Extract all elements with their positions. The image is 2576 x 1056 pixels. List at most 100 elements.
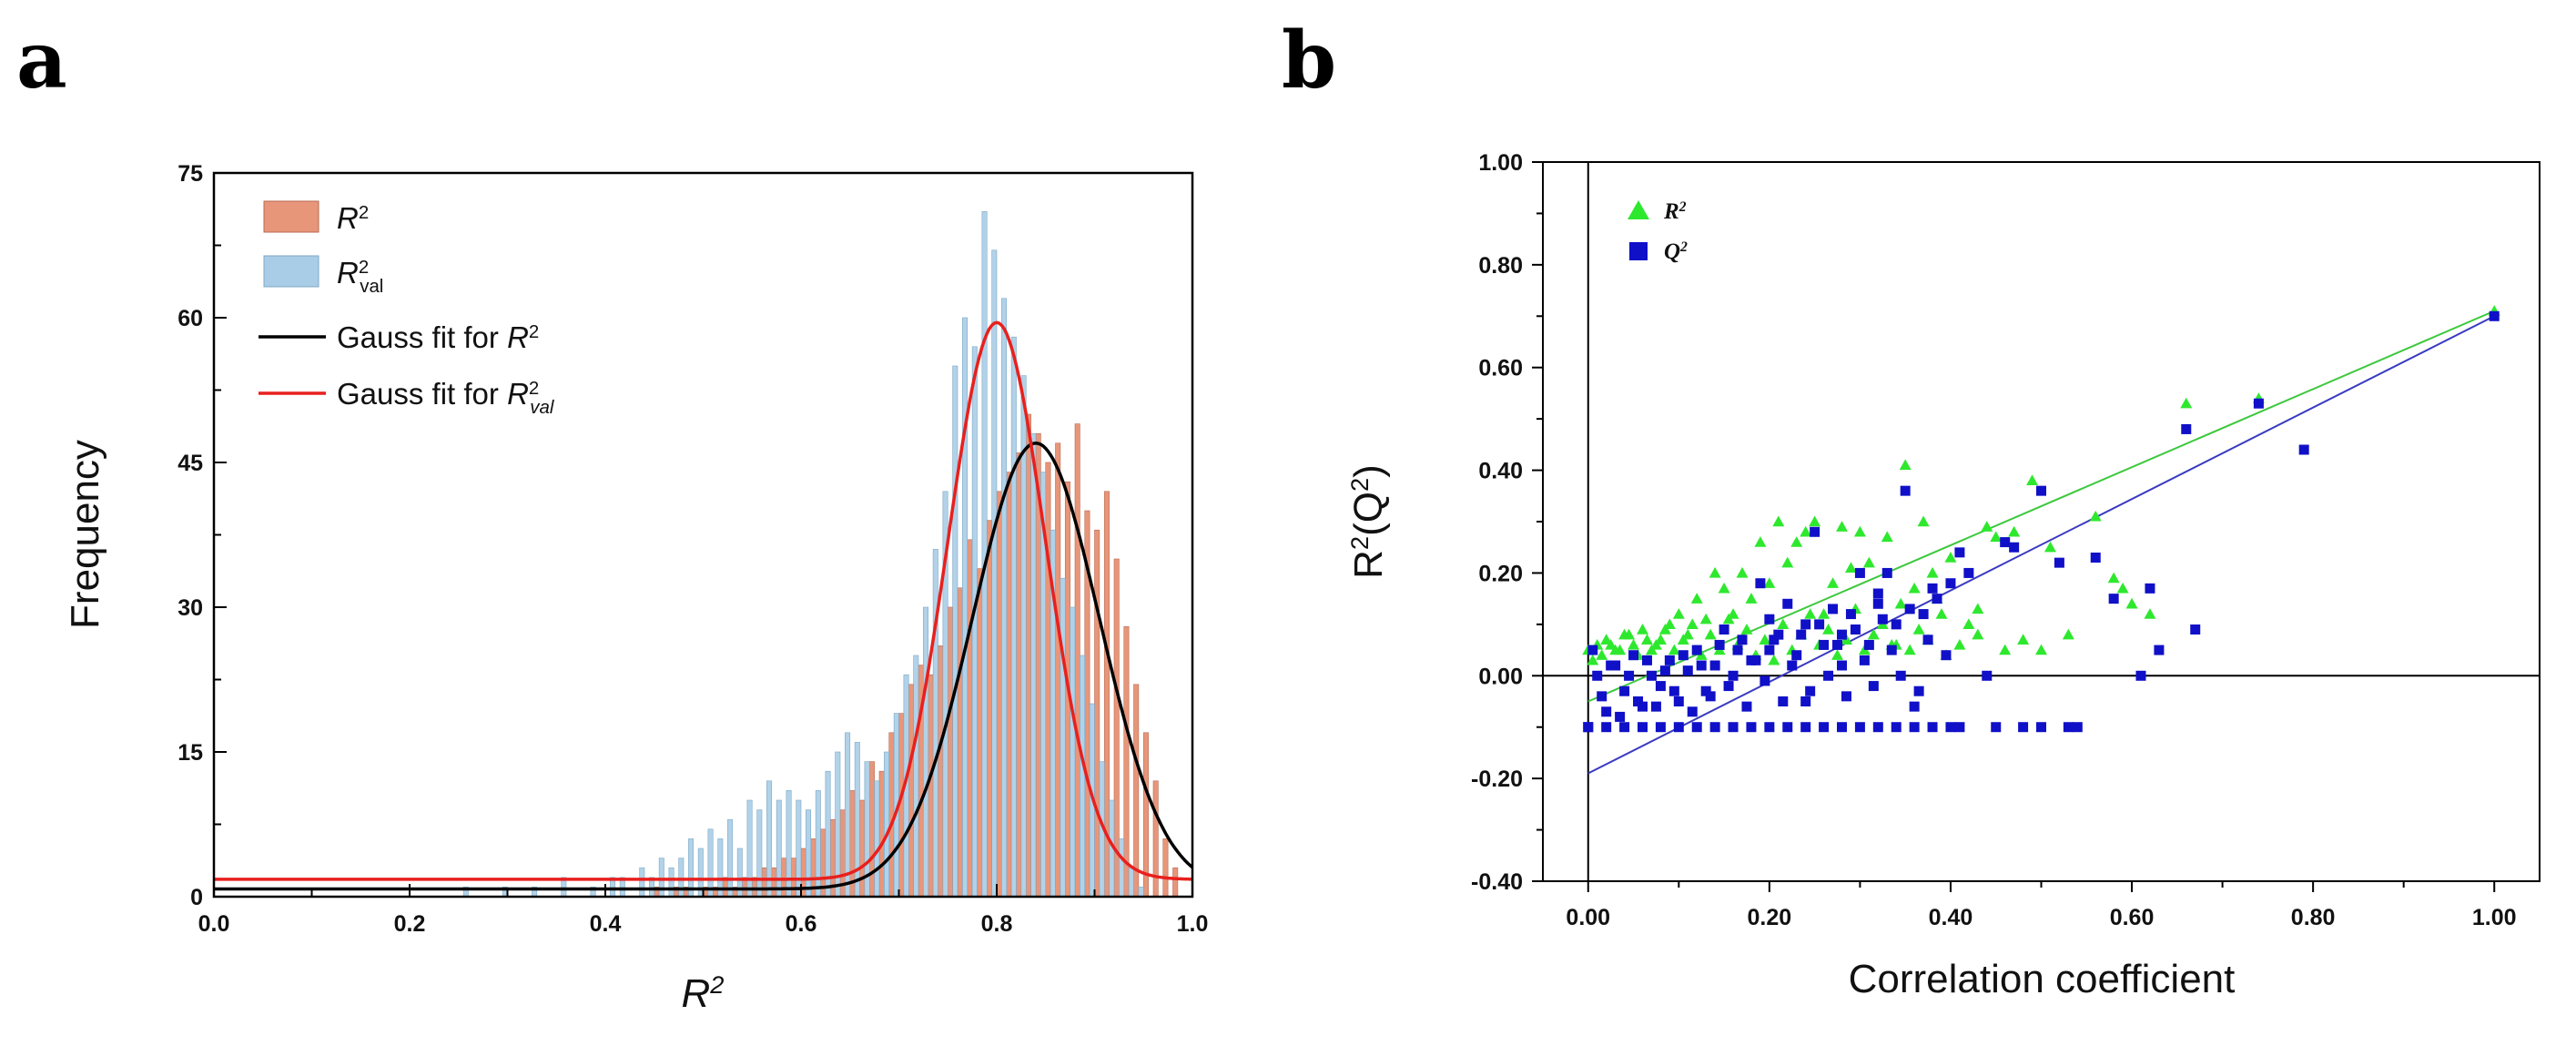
r2-bar (859, 799, 866, 898)
q2-point (2145, 583, 2155, 594)
r2-bar (947, 606, 953, 898)
q2-point (1800, 696, 1811, 706)
r2val-bar (746, 799, 753, 898)
q2-point (1606, 660, 1617, 671)
q2-point (2063, 722, 2074, 733)
r2-point (1672, 608, 1685, 619)
r2-bar (1123, 625, 1130, 898)
r2-point (1981, 521, 1993, 532)
r2-bar (781, 858, 787, 898)
r2-point (1831, 649, 1844, 660)
r2-point (1990, 531, 2003, 543)
r2-point (1637, 624, 1648, 635)
r2-bar (1016, 452, 1022, 898)
q2-point (1800, 722, 1811, 733)
r2val-bar (1001, 298, 1008, 898)
q2-point (1691, 645, 1702, 655)
r2val-bar (874, 780, 880, 898)
q2-point (1755, 578, 1766, 589)
r2-point (1844, 562, 1857, 573)
r2-point (1827, 577, 1840, 588)
q2-point (1850, 624, 1861, 635)
r2val-bar (923, 606, 929, 898)
q2-point (2000, 537, 2011, 548)
r2-bar (771, 867, 777, 898)
q2-point (1741, 701, 1752, 712)
q2-point (1714, 639, 1725, 650)
q2-point (1954, 722, 1965, 733)
r2-bar (1094, 529, 1100, 898)
q2-point (1728, 670, 1739, 681)
r2-bar (1113, 558, 1120, 898)
q2-point (1664, 655, 1675, 665)
r2-point (1908, 582, 1921, 594)
r2-point (1853, 525, 1866, 537)
q2-point (1837, 629, 1847, 640)
q2-point (1687, 706, 1698, 717)
q2-point (1628, 650, 1639, 661)
q2-points (1583, 310, 2500, 733)
r2-point (1972, 628, 1984, 640)
q2-point (1655, 681, 1666, 692)
r2val-bar (1138, 887, 1144, 898)
r2-point (1709, 566, 1721, 578)
q2-point (1696, 660, 1707, 671)
q2-point (1732, 645, 1743, 655)
q2-point (1782, 598, 1793, 609)
r2-point (1781, 556, 1794, 568)
r2-point (1862, 556, 1875, 568)
r2-point (2180, 397, 2193, 409)
r2-point (1881, 531, 1893, 543)
legend-label: Gauss fit for R2 val (337, 377, 554, 418)
r2-bar (1172, 867, 1179, 898)
y-tick-label: -0.40 (1471, 869, 1523, 895)
r2-point (1658, 624, 1671, 635)
q2-point (1877, 614, 1888, 624)
q2-point (1705, 691, 1716, 702)
r2-point (1777, 618, 1790, 630)
r2-bar (977, 568, 983, 898)
q2-point (2298, 444, 2309, 455)
r2-bar (986, 520, 992, 898)
q2-point (1800, 619, 1811, 630)
y-tick-label: 0.60 (1478, 356, 1523, 381)
x-tick-label: 0.80 (2291, 905, 2336, 930)
q2-point (1954, 547, 1965, 558)
r2-bar (1045, 462, 1051, 898)
r2-point (1822, 624, 1835, 635)
q2-point (2036, 485, 2046, 496)
histogram-x-label: R2 (682, 970, 725, 1017)
r2-point (1962, 618, 1975, 630)
r2val-bar (658, 858, 664, 898)
r2-bar (1006, 472, 1012, 898)
q2-point (1691, 722, 1702, 733)
scatter-fit-lines (1587, 310, 2495, 775)
r2-point (1867, 628, 1880, 640)
r2-point (1605, 638, 1618, 650)
q2-point (1837, 722, 1847, 733)
y-tick-label: 75 (177, 161, 203, 187)
x-tick-label: 0.20 (1748, 905, 1792, 930)
legend-q2-marker (1629, 242, 1648, 260)
r2-point (1640, 634, 1653, 645)
r2val-bar (806, 809, 812, 898)
q2-point (2072, 722, 2083, 733)
r2-point (2035, 644, 2047, 655)
q2-point (1814, 619, 1825, 630)
histogram-chart: 0.0 0.2 0.4 0.6 0.8 1.0 0 15 30 45 60 75 R2 R2 val Ga… (63, 161, 1208, 1016)
r2-bar (790, 858, 796, 898)
r2-point (1736, 566, 1749, 578)
q2-point (1723, 681, 1734, 692)
r2-bar (1152, 780, 1159, 898)
r2-point (2026, 474, 2039, 486)
r2-bar (1133, 684, 1140, 898)
r2-bar (878, 770, 885, 898)
r2-points (1582, 305, 2500, 665)
r2-bar (1162, 838, 1169, 898)
r2-point (2144, 608, 2156, 619)
r2-bar (967, 539, 973, 898)
panel-b-label: b (1282, 15, 1336, 107)
r2val-bar (727, 818, 734, 898)
q2-point (1650, 701, 1661, 712)
